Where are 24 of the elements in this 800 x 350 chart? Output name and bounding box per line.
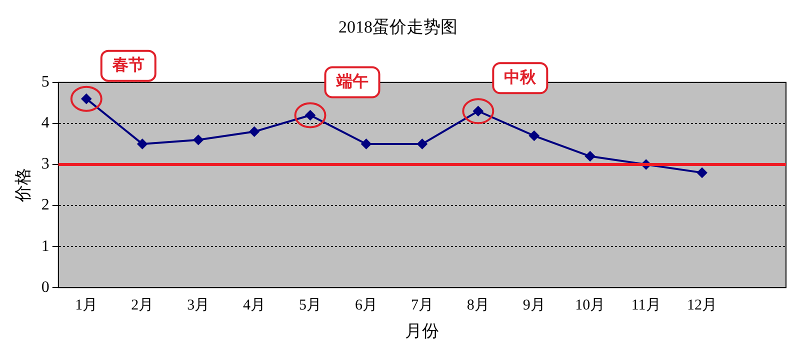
- y-axis-title: 价格: [14, 168, 33, 203]
- x-tick-label: 12月: [687, 298, 718, 314]
- x-tick-label: 7月: [410, 298, 434, 314]
- x-tick-label: 2月: [131, 298, 154, 314]
- chart-title: 2018蛋价走势图: [338, 18, 458, 37]
- y-tick-label: 3: [41, 156, 50, 173]
- y-tick-label: 1: [41, 238, 50, 255]
- y-tick-label: 2: [41, 196, 50, 214]
- x-tick-label: 4月: [243, 298, 266, 314]
- x-tick-label: 1月: [75, 298, 98, 314]
- x-tick-label: 6月: [354, 298, 378, 314]
- x-tick-label: 5月: [299, 298, 322, 314]
- x-tick-label: 11月: [631, 298, 661, 314]
- annotation: 中秋: [504, 68, 538, 86]
- x-tick-label: 9月: [522, 298, 546, 314]
- y-tick-label: 4: [41, 114, 50, 132]
- annotation: 春节: [111, 56, 144, 74]
- annotation: 端午: [335, 72, 368, 90]
- x-tick-label: 8月: [466, 298, 490, 314]
- x-tick-label: 3月: [187, 298, 210, 314]
- x-tick-label: 10月: [575, 298, 606, 314]
- y-tick-label: 0: [41, 278, 50, 296]
- x-axis-title: 月份: [405, 321, 440, 340]
- y-tick-label: 5: [41, 74, 50, 91]
